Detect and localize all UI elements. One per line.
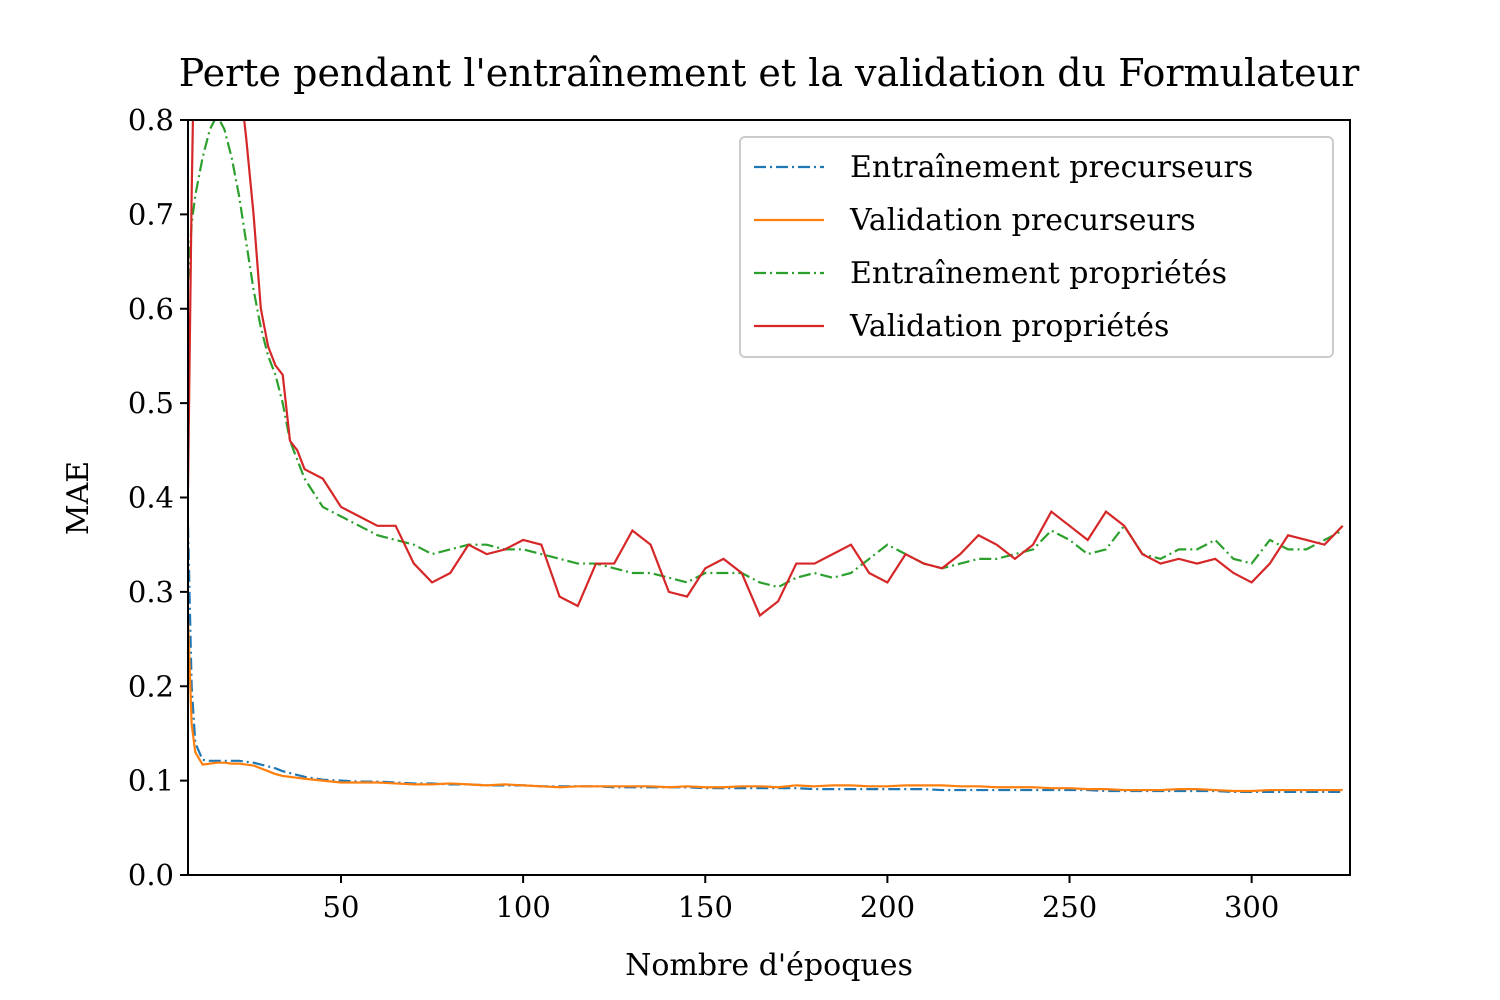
- chart-title: Perte pendant l'entraînement et la valid…: [179, 51, 1360, 95]
- x-tick-label: 50: [323, 890, 360, 924]
- x-tick-label: 300: [1224, 890, 1279, 924]
- line-series: [188, 620, 1343, 793]
- y-tick-label: 0.4: [128, 481, 174, 515]
- y-tick-label: 0.5: [128, 386, 174, 420]
- legend-label: Entraînement propriétés: [850, 256, 1227, 291]
- x-tick-label: 200: [860, 890, 915, 924]
- legend-box: [739, 136, 1334, 358]
- x-axis-label: Nombre d'époques: [625, 948, 913, 983]
- y-tick-label: 0.7: [128, 197, 174, 231]
- y-tick-label: 0.6: [128, 292, 174, 326]
- y-tick-label: 0.8: [128, 103, 174, 137]
- y-tick-label: 0.2: [128, 669, 174, 703]
- line-series: [188, 120, 1344, 589]
- x-tick-label: 150: [678, 890, 733, 924]
- legend-label: Entraînement precurseurs: [850, 150, 1253, 185]
- y-axis-label: MAE: [61, 461, 96, 535]
- y-tick-label: 0.3: [128, 575, 174, 609]
- plot-area: [188, 120, 1344, 794]
- x-tick-label: 100: [495, 890, 550, 924]
- legend-label: Validation precurseurs: [849, 203, 1196, 238]
- y-tick-label: 0.1: [128, 764, 174, 798]
- y-tick-label: 0.0: [128, 858, 174, 892]
- x-tick-label: 250: [1042, 890, 1097, 924]
- line-series: [188, 120, 1344, 618]
- legend-label: Validation propriétés: [849, 309, 1169, 344]
